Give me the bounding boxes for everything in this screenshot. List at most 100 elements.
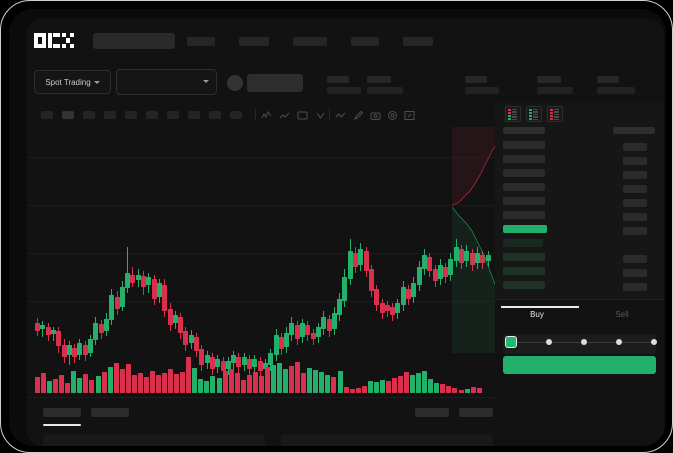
compare-icon[interactable] — [279, 110, 290, 121]
amount-slider[interactable] — [505, 336, 657, 348]
order-book-row[interactable] — [503, 267, 545, 275]
timeframe-8[interactable] — [188, 111, 200, 119]
slider-step-dot[interactable] — [616, 339, 622, 345]
bottom-action-1[interactable] — [415, 408, 449, 417]
fullscreen-icon[interactable] — [404, 110, 415, 121]
orderbook-view-bids[interactable] — [526, 106, 542, 122]
tab-sell[interactable]: Sell — [615, 310, 629, 319]
volume-bar — [422, 371, 428, 393]
order-book-row[interactable] — [503, 155, 545, 163]
volume-bar — [210, 376, 216, 393]
order-book-row[interactable] — [503, 141, 545, 149]
volume-bar — [428, 379, 434, 393]
okx-logo[interactable] — [34, 33, 74, 48]
order-book-row[interactable] — [503, 211, 545, 219]
line-chart-icon[interactable] — [335, 110, 346, 121]
order-book-row-right[interactable] — [623, 213, 647, 221]
order-book-row-right[interactable] — [623, 185, 647, 193]
orderbook-view-asks[interactable] — [547, 106, 563, 122]
volume-bar — [83, 374, 89, 393]
template-icon[interactable] — [297, 110, 308, 121]
chevron-down-icon — [203, 80, 209, 83]
order-book-row[interactable] — [503, 239, 543, 247]
volume-bar — [476, 388, 482, 393]
draw-pencil-icon[interactable] — [353, 110, 364, 121]
chevron-down-icon — [93, 80, 100, 84]
gridline — [27, 253, 495, 254]
orderbook-view-both[interactable] — [505, 106, 521, 122]
nav-item-4[interactable] — [351, 37, 379, 46]
timeframe-5[interactable] — [125, 111, 137, 119]
nav-item-3[interactable] — [293, 37, 327, 46]
order-form-tabs: Buy Sell — [495, 306, 664, 328]
order-book-header-left — [503, 127, 545, 134]
slider-step-dot[interactable] — [651, 339, 657, 345]
order-book-row[interactable] — [503, 197, 545, 205]
order-book-row[interactable] — [503, 253, 545, 261]
order-book-row-right[interactable] — [623, 283, 647, 291]
timeframe-10[interactable] — [230, 111, 242, 119]
volume-bar — [41, 373, 47, 393]
volume-bar — [470, 387, 476, 393]
volume-bar — [246, 375, 252, 393]
timeframe-1[interactable] — [41, 111, 53, 119]
tab-buy[interactable]: Buy — [530, 310, 544, 319]
volume-bar — [301, 373, 307, 393]
order-book-row-right[interactable] — [623, 269, 647, 277]
pair-select-dropdown[interactable] — [116, 69, 217, 95]
volume-bar — [71, 371, 77, 393]
slider-handle[interactable] — [505, 336, 517, 348]
volume-bar — [53, 379, 59, 393]
nav-item-2[interactable] — [239, 37, 269, 46]
bottom-tab-open-orders[interactable] — [43, 408, 81, 417]
volume-bar — [137, 373, 143, 393]
volume-bar — [283, 369, 289, 393]
timeframe-4[interactable] — [104, 111, 116, 119]
timeframe-3[interactable] — [83, 111, 95, 119]
volume-bar — [367, 381, 373, 393]
price-chart[interactable] — [27, 127, 495, 397]
timeframe-6[interactable] — [146, 111, 158, 119]
indicator-icon[interactable] — [261, 110, 272, 121]
order-book-row[interactable] — [503, 169, 545, 177]
volume-bar — [204, 381, 210, 393]
order-book-row[interactable] — [503, 281, 545, 289]
order-book-panel — [495, 103, 664, 299]
volume-bar — [77, 378, 83, 393]
volume-bar — [379, 380, 385, 393]
volume-bar — [295, 362, 301, 393]
nav-item-5[interactable] — [403, 37, 433, 46]
order-book-row-right[interactable] — [623, 171, 647, 179]
slider-step-dot[interactable] — [581, 339, 587, 345]
slider-step-dot[interactable] — [546, 339, 552, 345]
volume-bar — [410, 375, 416, 393]
nav-item-1[interactable] — [187, 37, 215, 46]
volume-bar — [416, 373, 422, 393]
order-book-row-right[interactable] — [623, 143, 647, 151]
order-book-row-right[interactable] — [623, 199, 647, 207]
bottom-tab-order-history[interactable] — [91, 408, 129, 417]
volume-bar — [240, 380, 246, 393]
timeframe-9[interactable] — [209, 111, 221, 119]
volume-bar — [162, 373, 168, 393]
order-book-row[interactable] — [503, 183, 545, 191]
stat-24h-change — [367, 76, 403, 94]
search-input[interactable] — [93, 33, 175, 49]
order-book-view-toggles — [505, 106, 563, 122]
timeframe-7[interactable] — [167, 111, 179, 119]
toolbar-divider — [255, 109, 256, 121]
order-book-row-right[interactable] — [623, 157, 647, 165]
timeframe-2[interactable] — [62, 111, 74, 119]
trading-mode-label: Spot Trading — [45, 77, 91, 87]
volume-bar — [355, 388, 361, 393]
submit-order-button[interactable] — [503, 356, 656, 374]
camera-icon[interactable] — [370, 110, 381, 121]
order-book-row-right[interactable] — [623, 255, 647, 263]
bottom-action-2[interactable] — [459, 408, 493, 417]
order-book-row-active[interactable] — [503, 225, 547, 233]
settings-gear-icon[interactable] — [387, 110, 398, 121]
trading-mode-dropdown[interactable]: Spot Trading — [34, 70, 111, 94]
order-book-row-right[interactable] — [623, 227, 647, 235]
chart-type-icon[interactable] — [315, 110, 326, 121]
